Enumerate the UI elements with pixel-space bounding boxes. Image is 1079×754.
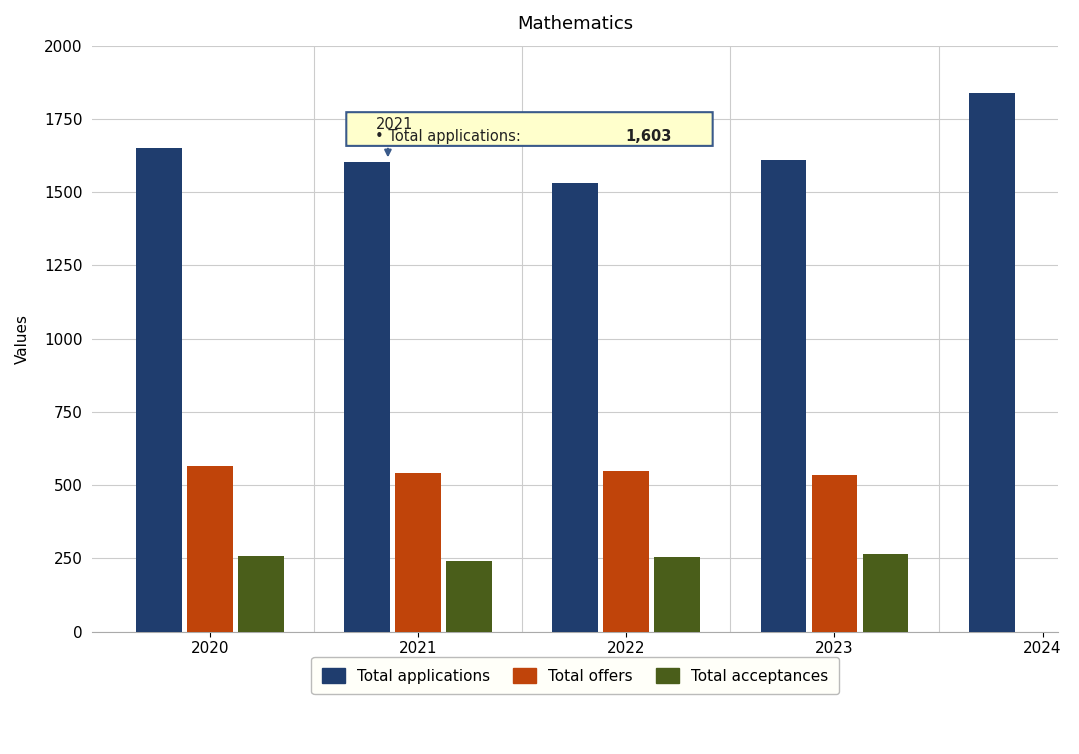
- Text: • Total applications:: • Total applications:: [375, 129, 525, 144]
- Y-axis label: Values: Values: [15, 314, 30, 363]
- Bar: [447, 562, 492, 632]
- Text: 2021: 2021: [375, 118, 413, 133]
- Bar: [552, 183, 598, 632]
- Legend: Total applications, Total offers, Total acceptances: Total applications, Total offers, Total …: [312, 657, 839, 694]
- Bar: [761, 160, 806, 632]
- Text: 1,603: 1,603: [625, 129, 671, 144]
- Bar: [811, 475, 858, 632]
- FancyBboxPatch shape: [346, 112, 712, 146]
- Bar: [969, 93, 1014, 632]
- Bar: [862, 554, 909, 632]
- Bar: [187, 466, 233, 632]
- Bar: [238, 556, 284, 632]
- Bar: [395, 474, 441, 632]
- Bar: [654, 557, 700, 632]
- Bar: [344, 162, 390, 632]
- Bar: [603, 470, 650, 632]
- Title: Mathematics: Mathematics: [517, 15, 633, 33]
- Bar: [136, 149, 182, 632]
